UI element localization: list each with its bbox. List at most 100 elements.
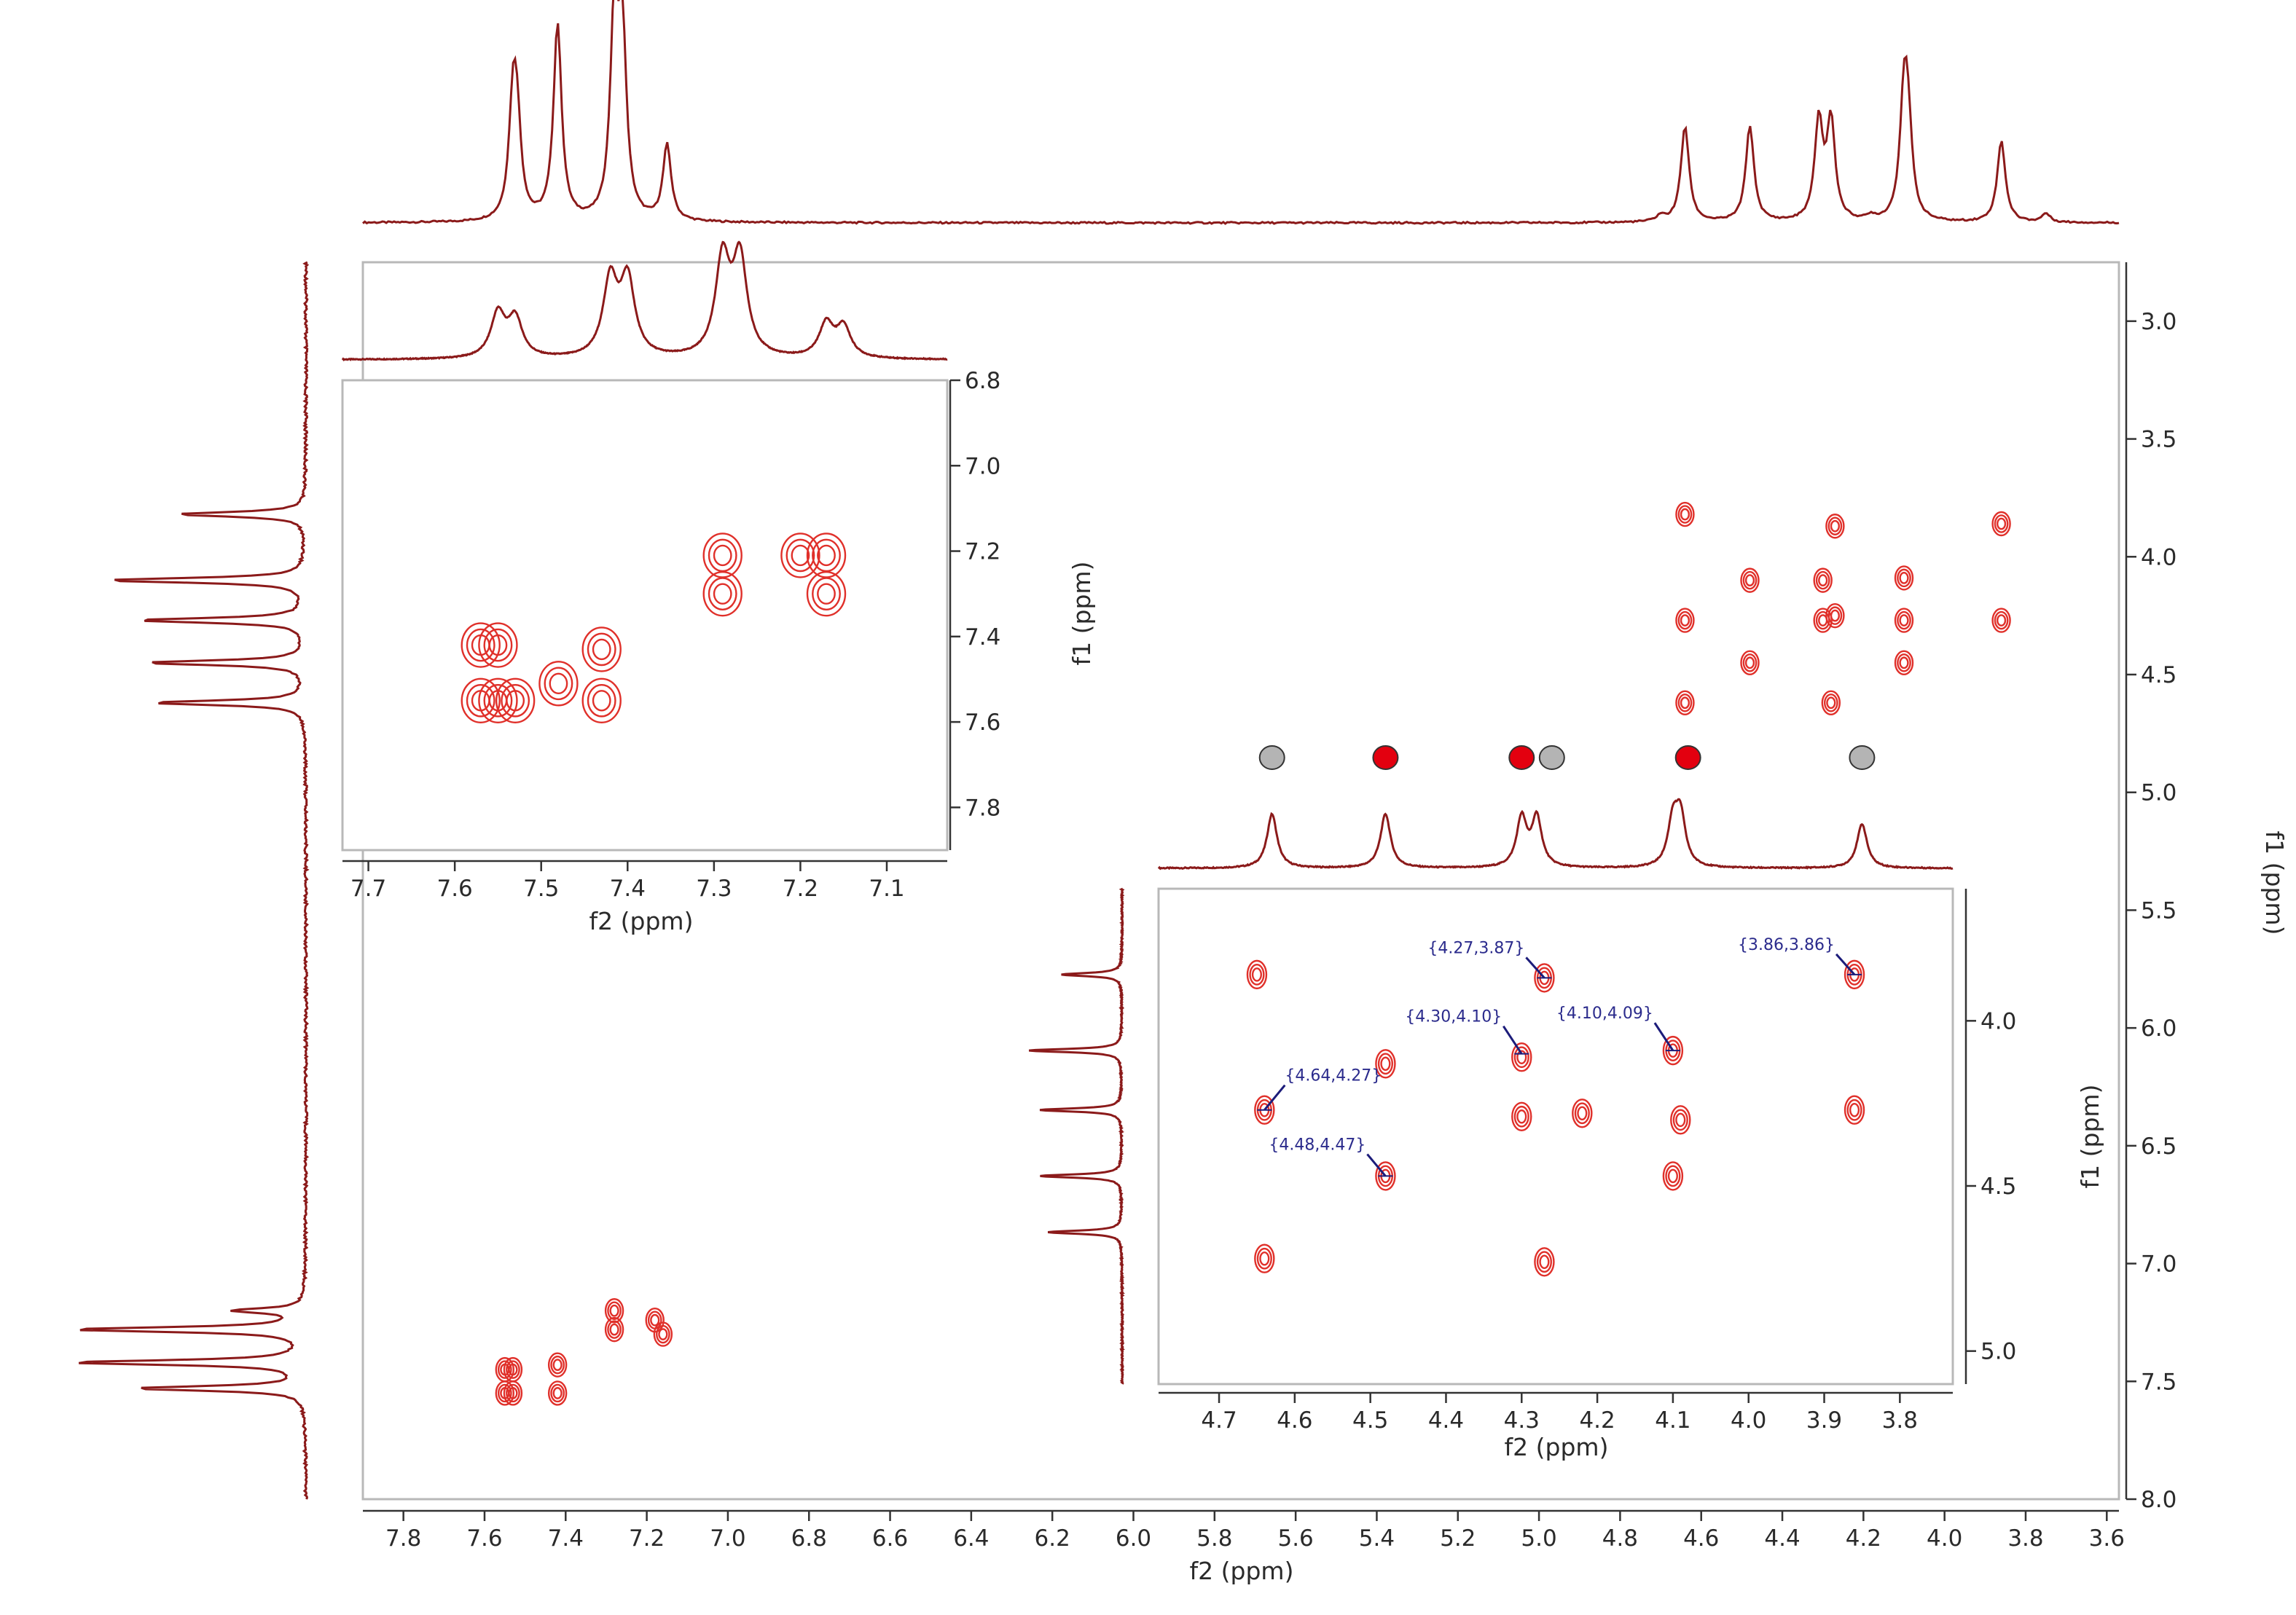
- y-tick-label: 4.5: [2141, 662, 2177, 688]
- contour-level: [1818, 574, 1828, 587]
- cross-peak: [604, 1316, 624, 1343]
- main-x-axis-title: f2 (ppm): [1190, 1557, 1294, 1585]
- y-tick-label: 4.0: [2141, 544, 2177, 570]
- contour-level: [506, 1360, 520, 1379]
- contour-level: [1534, 1247, 1555, 1277]
- contour-level: [658, 1328, 668, 1341]
- cross-peak: [503, 1380, 523, 1406]
- contour-level: [1670, 1105, 1691, 1135]
- contour-level: [466, 628, 495, 662]
- cross-peak: [478, 622, 518, 668]
- contour-level: [508, 1363, 518, 1376]
- contour-level: [1662, 1035, 1684, 1066]
- contour-level: [581, 626, 622, 672]
- x-tick-label: 4.6: [1683, 1525, 1719, 1552]
- contour-level: [1813, 608, 1833, 633]
- cross-peak: [1375, 1049, 1396, 1079]
- y-tick-label: 6.0: [2141, 1015, 2177, 1042]
- y-tick-label: 7.0: [965, 453, 1000, 479]
- cross-peak: [1254, 1243, 1275, 1273]
- contour-level: [1897, 653, 1911, 672]
- contour-level: [497, 1383, 512, 1403]
- aliphatic-inset-y-ticks: 4.0 4.5 5.0: [1966, 1008, 2016, 1365]
- x-tick-label: 4.5: [1352, 1407, 1388, 1434]
- cross-peak: [547, 1380, 568, 1406]
- annotation-arrow: [1502, 1025, 1523, 1055]
- y-tick-label: 5.0: [2141, 780, 2177, 806]
- x-tick-label: 4.1: [1655, 1407, 1690, 1434]
- contour-level: [604, 1298, 624, 1324]
- contour-level: [1254, 1243, 1275, 1273]
- contour-level: [1823, 693, 1838, 712]
- cross-peak: [1246, 959, 1268, 990]
- aromatic-inset-y-axis-title: f1 (ppm): [1067, 562, 1096, 666]
- contour-level: [650, 1313, 660, 1327]
- peak-annotation: {3.86,3.86}: [1738, 936, 1862, 975]
- contour-level: [1897, 610, 1911, 630]
- x-tick-label: 4.4: [1764, 1525, 1800, 1552]
- aromatic-inset-y-ticks: 6.8 7.0 7.2 7.4 7.6 7.8: [950, 368, 1000, 821]
- gray-marker: [1258, 745, 1285, 770]
- y-tick-label: 3.5: [2141, 427, 2177, 453]
- aliphatic-inset-x-axis-title: f2 (ppm): [1505, 1433, 1609, 1461]
- contour-level: [506, 690, 525, 712]
- contour-level: [1742, 570, 1758, 590]
- x-tick-label: 7.5: [523, 876, 559, 902]
- cross-peak: [1675, 501, 1695, 527]
- y-tick-label: 7.0: [2141, 1251, 2177, 1278]
- x-tick-label: 6.8: [791, 1525, 827, 1552]
- contour-level: [1380, 1056, 1391, 1072]
- contour-level: [461, 677, 501, 723]
- cross-peak: [1821, 690, 1841, 716]
- contour-level: [1680, 614, 1690, 627]
- contour-level: [1821, 690, 1841, 716]
- cross-peak: [806, 533, 847, 578]
- contour-level: [1249, 963, 1265, 986]
- contour-level: [1991, 511, 2011, 537]
- contour-level: [1897, 568, 1911, 588]
- contour-level: [713, 583, 732, 605]
- peak-annotation: {4.48,4.47}: [1269, 1136, 1393, 1177]
- x-tick-label: 5.6: [1277, 1525, 1313, 1552]
- contour-level: [483, 683, 513, 718]
- aliphatic-inset-frame: [1157, 887, 1954, 1386]
- cross-peak: [1740, 650, 1760, 676]
- contour-level: [1742, 653, 1758, 672]
- peak-annotation: {4.10,4.09}: [1556, 1005, 1680, 1052]
- contour-level: [547, 1380, 568, 1406]
- contour-level: [1375, 1049, 1396, 1079]
- contour-level: [495, 1380, 515, 1406]
- contour-level: [1744, 656, 1755, 669]
- contour-level: [501, 683, 530, 718]
- contour-level: [1744, 574, 1755, 587]
- contour-level: [1662, 1161, 1684, 1191]
- contour-level: [1256, 1247, 1272, 1270]
- contour-level: [604, 1316, 624, 1343]
- contour-level: [1675, 608, 1695, 633]
- cross-peak: [1825, 514, 1845, 539]
- cross-peak: [653, 1321, 673, 1347]
- aromatic-inset-x-ticks: 7.7 7.6 7.5 7.4 7.3 7.2 7.1: [350, 861, 905, 902]
- contour-level: [544, 667, 573, 701]
- contour-level: [1536, 1251, 1552, 1273]
- contour-level: [1516, 1050, 1527, 1064]
- y-tick-label: 6.5: [2141, 1133, 2177, 1160]
- contour-level: [817, 544, 836, 567]
- main-left-projection: [78, 261, 310, 1500]
- aromatic-inset-cross-peaks: [461, 533, 847, 723]
- contour-level: [1844, 1095, 1865, 1125]
- annotation-arrow: [1835, 953, 1856, 975]
- contour-level: [1680, 508, 1690, 521]
- contour-level: [1377, 1053, 1393, 1075]
- main-x-ticks: 7.8 7.6 7.4 7.2 7.0 6.8 6.6 6.4 6.2 6.0 5.8 5.6 5.4 5…: [385, 1511, 2125, 1552]
- contour-level: [609, 1323, 619, 1336]
- x-tick-label: 7.8: [385, 1525, 421, 1552]
- cross-peak: [1534, 1247, 1555, 1277]
- cross-peak: [581, 626, 622, 672]
- contour-level: [1813, 567, 1833, 593]
- contour-level: [552, 1359, 563, 1372]
- y-tick-label: 4.0: [1980, 1008, 2016, 1034]
- x-tick-label: 4.7: [1201, 1407, 1237, 1434]
- contour-level: [1574, 1102, 1590, 1125]
- contour-level: [1899, 614, 1909, 627]
